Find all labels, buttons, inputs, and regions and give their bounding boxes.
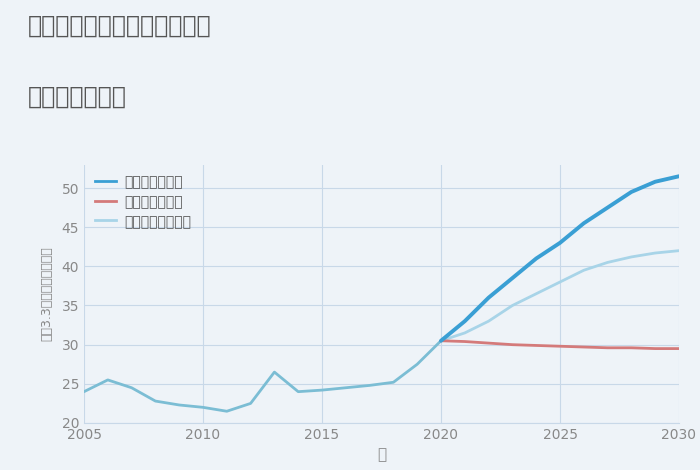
Legend: グッドシナリオ, バッドシナリオ, ノーマルシナリオ: グッドシナリオ, バッドシナリオ, ノーマルシナリオ — [91, 172, 195, 233]
X-axis label: 年: 年 — [377, 447, 386, 462]
Text: 土地の価格推移: 土地の価格推移 — [28, 85, 127, 109]
Text: 愛知県大森・金城学院前駅の: 愛知県大森・金城学院前駅の — [28, 14, 211, 38]
Y-axis label: 坪（3.3㎡）単価（万円）: 坪（3.3㎡）単価（万円） — [41, 246, 53, 341]
